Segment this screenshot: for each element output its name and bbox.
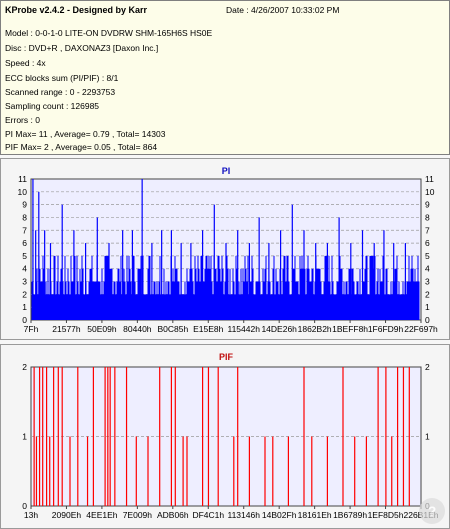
pi-ytick-label-right: 7	[425, 225, 430, 235]
pif-ytick-label-right: 1	[425, 432, 430, 442]
pi-ytick-label-right: 10	[425, 187, 435, 197]
pi-xtick-label: 21577h	[52, 324, 81, 334]
pi-xtick-label: 80440h	[123, 324, 152, 334]
pif-xtick-label: 14B02Fh	[262, 510, 297, 520]
pi-xtick-label: 50E09h	[87, 324, 117, 334]
disc-line: Disc : DVD+R , DAXONAZ3 [Daxon Inc.]	[5, 43, 159, 53]
pi-ytick-label-right: 3	[425, 277, 430, 287]
pi-ytick-label-right: 8	[425, 212, 430, 222]
pi-ytick-label-left: 6	[22, 238, 27, 248]
pif-chart-panel: PIF 00112213h2090Eh4EE1Eh7E009hADB06hDF4…	[0, 344, 450, 529]
pif-xtick-label: 1B6789h	[333, 510, 367, 520]
pif-xtick-label: 4EE1Eh	[86, 510, 117, 520]
model-line: Model : 0-0-1-0 LITE-ON DVDRW SHM-165H6S…	[5, 28, 213, 38]
pif-xtick-label: 2090Eh	[52, 510, 82, 520]
pif-xtick-label: 7E009h	[123, 510, 153, 520]
pif-chart: 00112213h2090Eh4EE1Eh7E009hADB06hDF4C1h1…	[22, 362, 438, 520]
pif-xtick-label: 1EF8D5h	[368, 510, 404, 520]
pi-ytick-label-right: 0	[425, 315, 430, 325]
pi-xtick-label: 1F6FD9h	[368, 324, 404, 334]
pi-xtick-label: 1862B2h	[298, 324, 332, 334]
pi-ytick-label-left: 11	[18, 174, 27, 184]
scan-date: Date : 4/26/2007 10:33:02 PM	[226, 5, 340, 15]
pi-xtick-label: E15E8h	[193, 324, 224, 334]
pi-xtick-label: 22F697h	[404, 324, 438, 334]
range-line: Scanned range : 0 - 2293753	[5, 87, 116, 97]
pif-ytick-label-right: 2	[425, 362, 430, 372]
pif-xtick-label: DF4C1h	[192, 510, 224, 520]
pi-ytick-label-left: 4	[22, 264, 27, 274]
pi-ytick-label-left: 5	[22, 251, 27, 261]
pi-ytick-label-left: 7	[22, 225, 27, 235]
pi-ytick-label-left: 10	[18, 187, 28, 197]
pif-ytick-label-left: 0	[22, 501, 27, 511]
pi-xtick-label: 7Fh	[24, 324, 39, 334]
errors-line: Errors : 0	[5, 115, 40, 125]
pi-ytick-label-left: 0	[22, 315, 27, 325]
pi-ytick-label-left: 2	[22, 289, 27, 299]
pif-xtick-label: 113146h	[227, 510, 260, 520]
pi-ytick-label-right: 9	[425, 200, 430, 210]
pi-chart-title: PI	[221, 166, 231, 176]
watermark-logo-icon: ?	[419, 498, 445, 524]
pi-xtick-label: B0C85h	[157, 324, 188, 334]
sampling-line: Sampling count : 126985	[5, 101, 100, 111]
pi-ytick-label-right: 4	[425, 264, 430, 274]
pi-summary-line: PI Max= 11 , Average= 0.79 , Total= 1430…	[5, 129, 166, 139]
info-panel: KProbe v2.4.2 - Designed by Karr Date : …	[0, 0, 450, 155]
pi-ytick-label-right: 6	[425, 238, 430, 248]
pi-ytick-label-left: 8	[22, 212, 27, 222]
speed-line: Speed : 4x	[5, 58, 46, 68]
pif-ytick-label-left: 1	[22, 432, 27, 442]
pi-chart-panel: PI 0 0 1 1 2 2 3 3 4 4 5 5 6 6 7 7 8 8 9 9 10 10 11 11 7Fh 21577h…	[0, 158, 450, 340]
pi-ytick-label-left: 9	[22, 200, 27, 210]
pi-ytick-label-right: 1	[425, 302, 430, 312]
pif-xtick-label: 18161Eh	[298, 510, 332, 520]
pif-xtick-label: 13h	[24, 510, 38, 520]
pi-ytick-label-left: 1	[22, 302, 27, 312]
ecc-line: ECC blocks sum (PI/PIF) : 8/1	[5, 73, 119, 83]
pif-xtick-label: ADB06h	[157, 510, 189, 520]
app-title: KProbe v2.4.2 - Designed by Karr	[5, 5, 148, 15]
pif-chart-title: PIF	[218, 352, 233, 362]
pi-xtick-label: 1BEFF8h	[332, 324, 368, 334]
pi-xtick-label: 115442h	[227, 324, 260, 334]
pi-ytick-label-right: 11	[425, 174, 434, 184]
pif-summary-line: PIF Max= 2 , Average= 0.05 , Total= 864	[5, 142, 158, 152]
pi-ytick-label-right: 2	[425, 289, 430, 299]
pif-ytick-label-left: 2	[22, 362, 27, 372]
pi-ytick-label-left: 3	[22, 277, 27, 287]
pi-xtick-label: 14DE26h	[261, 324, 297, 334]
pi-ytick-label-right: 5	[425, 251, 430, 261]
